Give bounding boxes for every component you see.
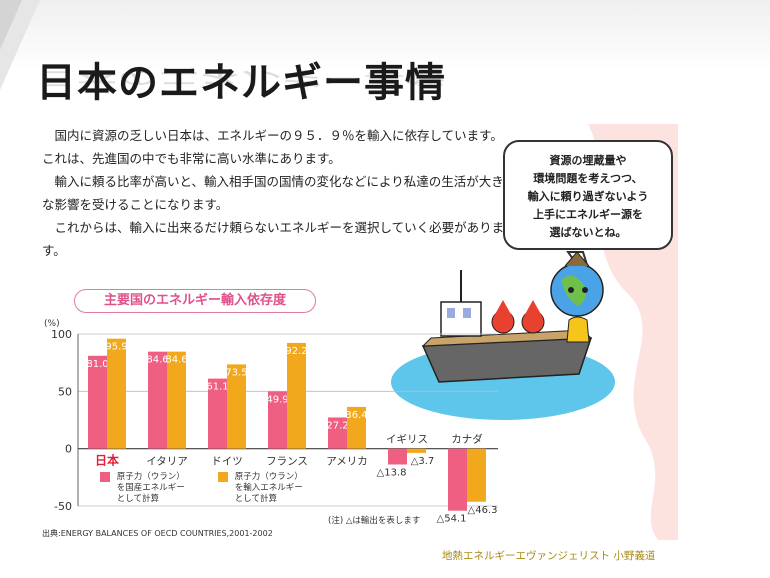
corner-decoration bbox=[0, 0, 40, 90]
data-label: 81.0 bbox=[86, 359, 108, 370]
bar bbox=[268, 391, 287, 449]
y-tick-label: 100 bbox=[51, 328, 72, 341]
paragraph-3: これからは、輸入に出来るだけ頼らないエネルギーを選択していく必要があります。 bbox=[42, 220, 505, 258]
page-title: 日本のエネルギー事情 bbox=[36, 60, 446, 106]
bubble-line: 輸入に頼り過ぎないよう bbox=[527, 190, 649, 203]
data-label: 27.2 bbox=[326, 420, 348, 431]
bubble-line: 上手にエネルギー源を bbox=[533, 208, 643, 221]
bar bbox=[287, 342, 306, 449]
flame-tip bbox=[493, 300, 513, 318]
bar bbox=[347, 406, 366, 449]
category-label: 日本 bbox=[95, 453, 119, 468]
bar bbox=[388, 448, 407, 465]
bubble-line: 選ばないとね。 bbox=[549, 226, 627, 239]
data-label: 73.5 bbox=[225, 367, 247, 378]
legend-text: として計算 bbox=[116, 494, 159, 504]
header-band bbox=[0, 0, 770, 70]
eye bbox=[582, 287, 588, 293]
category-label: イギリス bbox=[386, 434, 428, 446]
page-title-reflection: 日本のエネルギー事情 bbox=[36, 66, 446, 88]
data-label: 84.6 bbox=[146, 355, 168, 366]
category-label: フランス bbox=[266, 456, 308, 468]
category-label: イタリア bbox=[146, 456, 188, 468]
data-label: 49.9 bbox=[266, 394, 288, 405]
source-citation: 出典:ENERGY BALANCES OF OECD COUNTRIES,200… bbox=[42, 529, 273, 538]
category-label: アメリカ bbox=[326, 456, 367, 468]
legend-swatch-imported bbox=[218, 472, 228, 482]
eye bbox=[568, 287, 574, 293]
data-label: △46.3 bbox=[468, 505, 498, 516]
legend-text: として計算 bbox=[234, 494, 277, 504]
data-label: 92.2 bbox=[285, 346, 307, 357]
data-label: 36.4 bbox=[345, 410, 367, 421]
legend-text: を輸入エネルギー bbox=[234, 483, 303, 493]
data-label: △54.1 bbox=[437, 514, 467, 525]
category-label: ドイツ bbox=[211, 456, 243, 468]
data-label: △3.7 bbox=[411, 456, 435, 467]
content-panel: 国内に資源の乏しい日本は、エネルギーの９５．９％を輸入に依存しています。これは、… bbox=[38, 124, 678, 540]
paragraph-2: 輸入に頼る比率が高いと、輸入相手国の国情の変化などにより私達の生活が大きな影響を… bbox=[42, 174, 504, 212]
legend-item-imported: 原子力（ウラン） を輸入エネルギー として計算 bbox=[218, 472, 303, 505]
legend-item-domestic: 原子力（ウラン） を国産エネルギー として計算 bbox=[100, 472, 185, 505]
boat-cabin bbox=[440, 301, 482, 337]
category-label: カナダ bbox=[451, 433, 483, 446]
legend-swatch-domestic bbox=[100, 472, 110, 482]
legend-text: 原子力（ウラン） bbox=[234, 472, 303, 482]
y-tick-label: -50 bbox=[54, 500, 72, 513]
legend-text: 原子力（ウラン） bbox=[116, 472, 185, 482]
data-label: 95.9 bbox=[105, 342, 127, 353]
chart-title: 主要国のエネルギー輸入依存度 bbox=[74, 289, 316, 313]
bar bbox=[407, 448, 426, 453]
bar bbox=[467, 448, 486, 502]
bubble-line: 環境問題を考えつつ、 bbox=[533, 172, 643, 185]
bar bbox=[448, 448, 467, 511]
data-label: △13.8 bbox=[377, 467, 407, 478]
bubble-line: 資源の埋蔵量や bbox=[549, 154, 627, 167]
bar bbox=[107, 338, 126, 449]
character-body bbox=[566, 316, 590, 343]
y-tick-label: 0 bbox=[65, 443, 72, 456]
bar bbox=[328, 417, 347, 449]
y-tick-label: 50 bbox=[58, 385, 72, 398]
legend-text: を国産エネルギー bbox=[116, 483, 185, 493]
boat-illustration bbox=[391, 251, 615, 420]
bar-chart: (%)100 50 0 -50 81.0 95.9 日本 84.684.6 イタリア 61.1 73… bbox=[44, 319, 498, 525]
flame-tip bbox=[523, 300, 543, 318]
bar bbox=[88, 355, 107, 449]
bar bbox=[167, 351, 186, 449]
chart-note: (注) △は輸出を表します bbox=[328, 516, 421, 526]
bar bbox=[208, 378, 227, 449]
paragraph-1: 国内に資源の乏しい日本は、エネルギーの９５．９％を輸入に依存しています。これは、… bbox=[42, 128, 503, 166]
speech-bubble: 資源の埋蔵量や 環境問題を考えつつ、 輸入に頼り過ぎないよう 上手にエネルギー源… bbox=[503, 140, 673, 250]
bar bbox=[148, 351, 167, 449]
cabin-window bbox=[447, 308, 455, 318]
y-axis-unit: (%) bbox=[44, 319, 60, 329]
bar bbox=[227, 364, 246, 449]
data-label: 61.1 bbox=[206, 382, 228, 393]
earth-hair bbox=[564, 251, 590, 267]
cabin-window bbox=[463, 308, 471, 318]
footer-credit: 地熱エネルギーエヴァンジェリスト 小野義道 bbox=[442, 550, 656, 562]
data-label: 84.6 bbox=[165, 355, 187, 366]
